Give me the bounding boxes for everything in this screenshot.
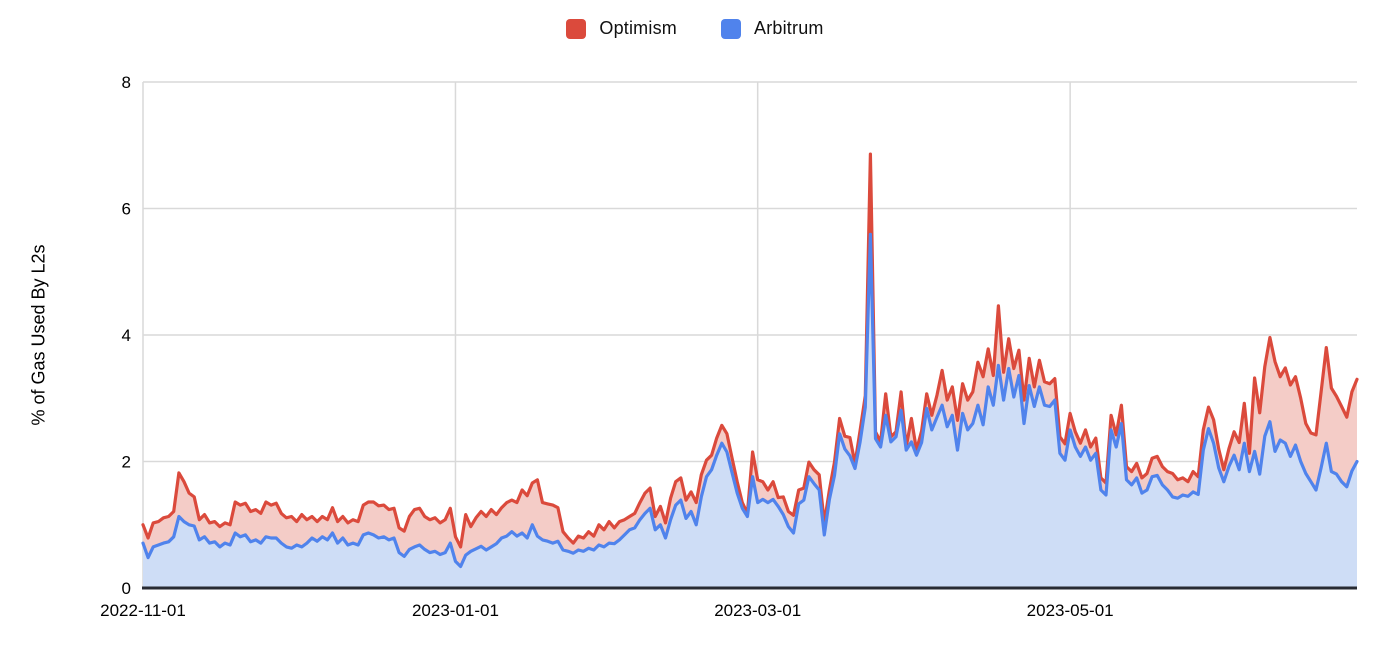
x-tick-label-2023-03-01: 2023-03-01 <box>714 601 801 620</box>
y-tick-label-0: 0 <box>122 579 131 598</box>
x-tick-label-2023-05-01: 2023-05-01 <box>1027 601 1114 620</box>
y-tick-label-6: 6 <box>122 200 131 219</box>
x-tick-label-2022-11-01: 2022-11-01 <box>100 601 186 620</box>
optimism-line <box>141 152 1359 549</box>
legend-label-arbitrum: Arbitrum <box>753 18 824 38</box>
y-tick-label-8: 8 <box>122 73 131 92</box>
optimism-swatch-icon <box>566 18 587 39</box>
x-tick-label-2023-01-01: 2023-01-01 <box>412 601 499 620</box>
arbitrum-swatch-icon <box>720 18 741 39</box>
arbitrum-area <box>143 234 1357 588</box>
arbitrum-line <box>141 232 1359 569</box>
legend: Optimism Arbitrum <box>0 18 1390 39</box>
legend-item-arbitrum[interactable]: Arbitrum <box>720 18 824 39</box>
y-tick-label-2: 2 <box>122 453 131 472</box>
y-tick-label-4: 4 <box>122 326 131 345</box>
legend-item-optimism[interactable]: Optimism <box>566 18 677 39</box>
legend-label-optimism: Optimism <box>599 18 677 38</box>
